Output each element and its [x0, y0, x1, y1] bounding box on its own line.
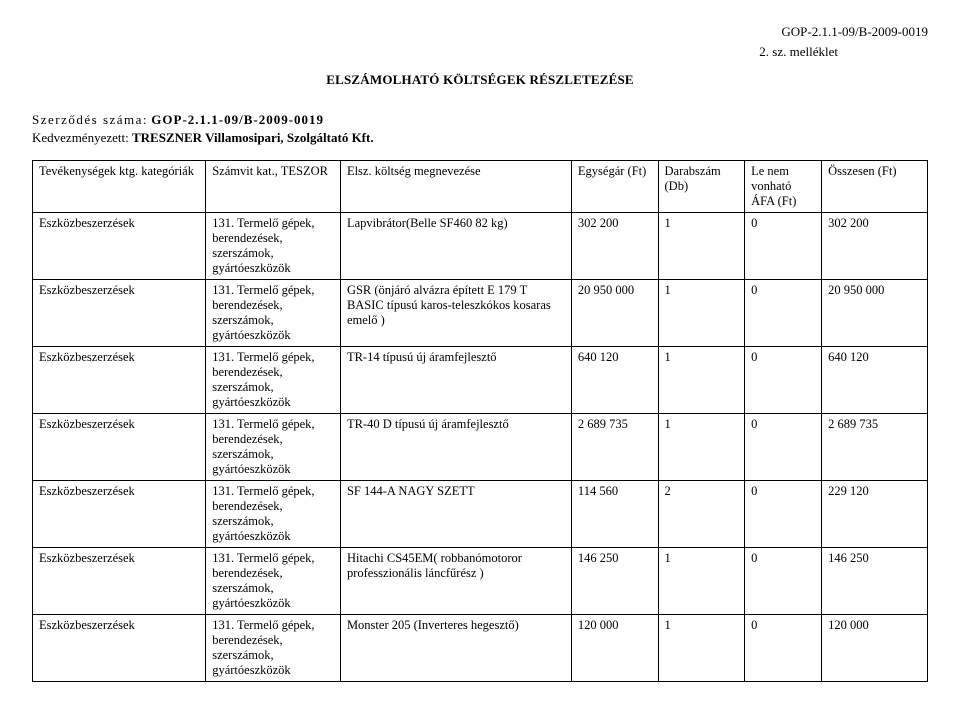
cell-desc: SF 144-A NAGY SZETT: [340, 481, 571, 548]
cell-unit: 302 200: [571, 213, 658, 280]
cell-unit: 114 560: [571, 481, 658, 548]
table-row: Eszközbeszerzések131. Termelő gépek, ber…: [33, 548, 928, 615]
cell-qty: 1: [658, 548, 745, 615]
col-header: Le nem vonható ÁFA (Ft): [745, 161, 822, 213]
cell-desc: Monster 205 (Inverteres hegesztő): [340, 615, 571, 682]
cell-teszor: 131. Termelő gépek, berendezések, szersz…: [206, 347, 341, 414]
cell-total: 146 250: [822, 548, 928, 615]
cell-qty: 1: [658, 280, 745, 347]
table-row: Eszközbeszerzések131. Termelő gépek, ber…: [33, 481, 928, 548]
cell-cat: Eszközbeszerzések: [33, 481, 206, 548]
cell-total: 2 689 735: [822, 414, 928, 481]
cell-desc: Lapvibrátor(Belle SF460 82 kg): [340, 213, 571, 280]
col-header: Tevékenységek ktg. kategóriák: [33, 161, 206, 213]
table-row: Eszközbeszerzések131. Termelő gépek, ber…: [33, 615, 928, 682]
beneficiary-label: Kedvezményezett:: [32, 130, 129, 145]
cell-qty: 2: [658, 481, 745, 548]
cell-unit: 20 950 000: [571, 280, 658, 347]
table-header-row: Tevékenységek ktg. kategóriák Számvit ka…: [33, 161, 928, 213]
cell-desc: TR-40 D típusú új áramfejlesztő: [340, 414, 571, 481]
beneficiary-name: TRESZNER Villamosipari, Szolgáltató Kft.: [132, 130, 374, 145]
cell-vat: 0: [745, 213, 822, 280]
contract-number: GOP-2.1.1-09/B-2009-0019: [151, 112, 324, 127]
contract-line: Szerződés száma: GOP-2.1.1-09/B-2009-001…: [32, 112, 928, 128]
cell-desc: GSR (önjáró alvázra épített E 179 T BASI…: [340, 280, 571, 347]
col-header: Darabszám (Db): [658, 161, 745, 213]
cell-vat: 0: [745, 414, 822, 481]
table-row: Eszközbeszerzések131. Termelő gépek, ber…: [33, 280, 928, 347]
table-row: Eszközbeszerzések131. Termelő gépek, ber…: [33, 414, 928, 481]
cell-cat: Eszközbeszerzések: [33, 347, 206, 414]
cell-qty: 1: [658, 347, 745, 414]
contract-label: Szerződés száma:: [32, 112, 148, 127]
cell-teszor: 131. Termelő gépek, berendezések, szersz…: [206, 548, 341, 615]
col-header: Számvit kat., TESZOR: [206, 161, 341, 213]
cell-vat: 0: [745, 347, 822, 414]
cell-cat: Eszközbeszerzések: [33, 615, 206, 682]
cell-total: 120 000: [822, 615, 928, 682]
cell-total: 640 120: [822, 347, 928, 414]
cell-unit: 640 120: [571, 347, 658, 414]
cell-vat: 0: [745, 548, 822, 615]
cell-teszor: 131. Termelő gépek, berendezések, szersz…: [206, 280, 341, 347]
cell-teszor: 131. Termelő gépek, berendezések, szersz…: [206, 481, 341, 548]
beneficiary-line: Kedvezményezett: TRESZNER Villamosipari,…: [32, 130, 928, 146]
cell-teszor: 131. Termelő gépek, berendezések, szersz…: [206, 615, 341, 682]
cell-cat: Eszközbeszerzések: [33, 414, 206, 481]
cell-qty: 1: [658, 414, 745, 481]
col-header: Egységár (Ft): [571, 161, 658, 213]
cell-cat: Eszközbeszerzések: [33, 280, 206, 347]
col-header: Összesen (Ft): [822, 161, 928, 213]
document-id: GOP-2.1.1-09/B-2009-0019: [32, 24, 928, 40]
cell-qty: 1: [658, 615, 745, 682]
cell-desc: TR-14 típusú új áramfejlesztő: [340, 347, 571, 414]
attachment-label: 2. sz. melléklet: [32, 44, 928, 60]
cell-teszor: 131. Termelő gépek, berendezések, szersz…: [206, 213, 341, 280]
costs-table: Tevékenységek ktg. kategóriák Számvit ka…: [32, 160, 928, 682]
cell-total: 302 200: [822, 213, 928, 280]
cell-total: 20 950 000: [822, 280, 928, 347]
cell-unit: 146 250: [571, 548, 658, 615]
page-title: ELSZÁMOLHATÓ KÖLTSÉGEK RÉSZLETEZÉSE: [32, 72, 928, 88]
table-body: Eszközbeszerzések131. Termelő gépek, ber…: [33, 213, 928, 682]
col-header: Elsz. költség megnevezése: [340, 161, 571, 213]
cell-total: 229 120: [822, 481, 928, 548]
cell-cat: Eszközbeszerzések: [33, 213, 206, 280]
cell-unit: 2 689 735: [571, 414, 658, 481]
cell-desc: Hitachi CS45EM( robbanómotoror professzi…: [340, 548, 571, 615]
cell-vat: 0: [745, 481, 822, 548]
cell-qty: 1: [658, 213, 745, 280]
cell-vat: 0: [745, 615, 822, 682]
cell-teszor: 131. Termelő gépek, berendezések, szersz…: [206, 414, 341, 481]
cell-cat: Eszközbeszerzések: [33, 548, 206, 615]
table-row: Eszközbeszerzések131. Termelő gépek, ber…: [33, 347, 928, 414]
table-row: Eszközbeszerzések131. Termelő gépek, ber…: [33, 213, 928, 280]
cell-unit: 120 000: [571, 615, 658, 682]
cell-vat: 0: [745, 280, 822, 347]
